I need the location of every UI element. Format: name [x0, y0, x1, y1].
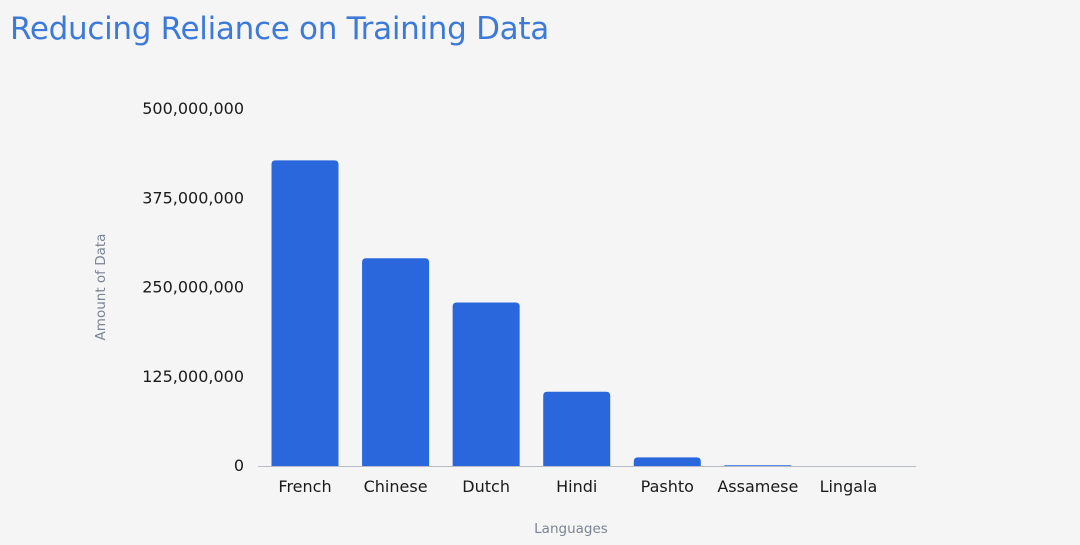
bar-french	[271, 160, 339, 466]
bar-assamese	[724, 465, 792, 466]
bar-chinese	[362, 258, 430, 466]
x-tick-label-hindi: Hindi	[556, 477, 597, 496]
bar-hindi	[543, 391, 611, 466]
bar-dutch	[452, 302, 520, 466]
slide-title: Reducing Reliance on Training Data	[10, 11, 549, 47]
x-axis-title: Languages	[534, 521, 608, 537]
bar-pashto	[633, 457, 701, 466]
bars	[271, 160, 792, 466]
y-tick-label: 125,000,000	[142, 367, 244, 386]
x-tick-label-chinese: Chinese	[364, 477, 428, 496]
x-tick-label-dutch: Dutch	[462, 477, 510, 496]
x-axis-tick-labels: French Chinese Dutch Hindi Pashto Assamese Lin…	[278, 477, 877, 496]
y-tick-label: 375,000,000	[142, 188, 244, 207]
y-tick-label: 250,000,000	[142, 278, 244, 297]
x-tick-label-lingala: Lingala	[820, 477, 878, 496]
y-tick-label: 0	[234, 456, 244, 475]
x-tick-label-pashto: Pashto	[641, 477, 694, 496]
y-axis-tick-labels: 0 125,000,000 250,000,000 375,000,000 500,00…	[142, 99, 244, 475]
x-tick-label-assamese: Assamese	[717, 477, 798, 496]
x-tick-label-french: French	[278, 477, 331, 496]
y-axis-title: Amount of Data	[93, 234, 109, 341]
y-tick-label: 500,000,000	[142, 99, 244, 118]
